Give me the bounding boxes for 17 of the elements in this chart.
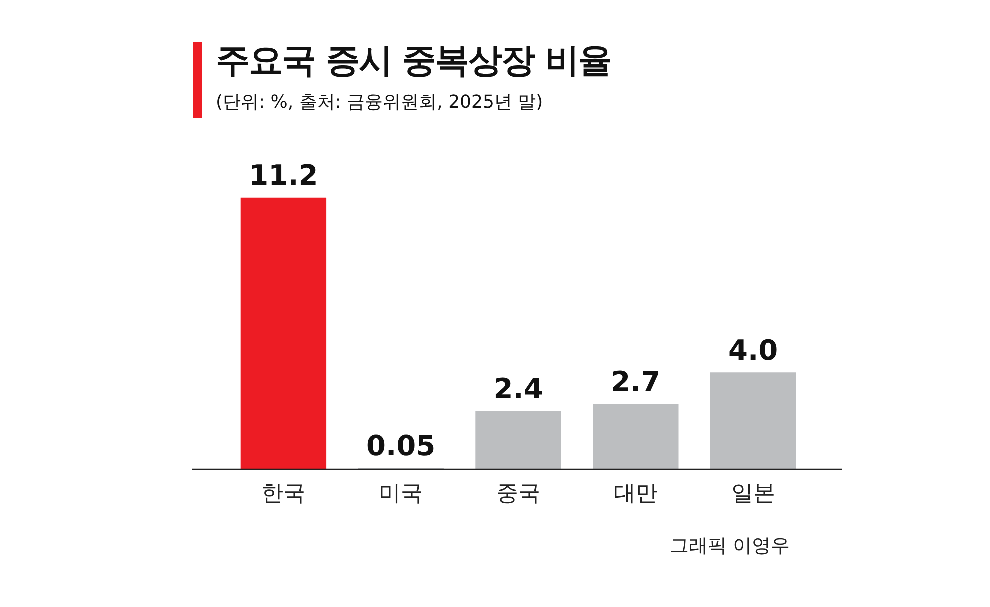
chart-subtitle: (단위: %, 출처: 금융위원회, 2025년 말)	[216, 91, 544, 114]
text: 그래픽 이영우	[670, 534, 790, 559]
bar	[593, 404, 679, 470]
data-label: 11.2	[249, 159, 318, 192]
x-tick-label: 미국	[379, 482, 424, 507]
x-tick-label: 한국	[262, 482, 306, 507]
data-label: 0.05	[366, 430, 436, 463]
data-label: 2.7	[611, 365, 661, 398]
chart-title: 주요국 증시 중복상장 비율	[216, 40, 612, 83]
x-tick-label: 대만	[614, 482, 658, 507]
x-tick-label: 중국	[496, 482, 540, 507]
bar	[710, 372, 796, 470]
bar	[476, 411, 562, 470]
data-label: 4.0	[728, 334, 778, 367]
bar	[240, 198, 327, 470]
x-tick-label: 일본	[731, 482, 776, 507]
data-label: 2.4	[494, 372, 544, 406]
